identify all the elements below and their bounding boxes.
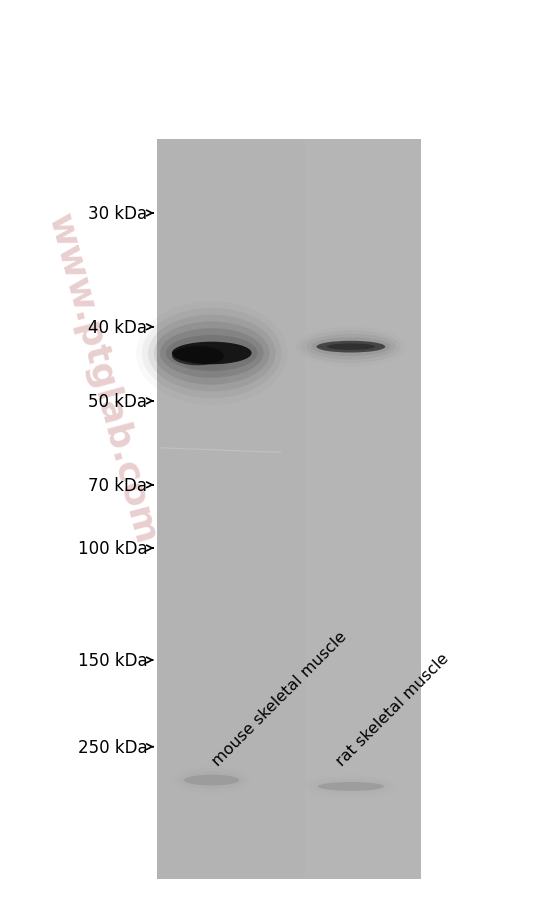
Ellipse shape	[180, 771, 243, 789]
Ellipse shape	[160, 329, 263, 379]
Text: 50 kDa: 50 kDa	[89, 392, 147, 410]
Text: 70 kDa: 70 kDa	[89, 476, 147, 494]
Text: 100 kDa: 100 kDa	[78, 539, 147, 557]
Text: 150 kDa: 150 kDa	[78, 651, 147, 669]
Ellipse shape	[154, 322, 270, 385]
Ellipse shape	[306, 335, 395, 360]
Text: 30 kDa: 30 kDa	[88, 205, 147, 223]
Text: 250 kDa: 250 kDa	[78, 738, 147, 756]
Text: rat skeletal muscle: rat skeletal muscle	[333, 650, 452, 769]
Bar	[157, 140, 421, 879]
Ellipse shape	[318, 782, 384, 791]
Ellipse shape	[172, 343, 252, 365]
Bar	[305, 140, 421, 879]
Ellipse shape	[311, 338, 390, 356]
Ellipse shape	[327, 344, 375, 351]
Ellipse shape	[313, 779, 389, 794]
Ellipse shape	[184, 775, 239, 786]
Text: 40 kDa: 40 kDa	[89, 318, 147, 336]
Ellipse shape	[172, 346, 224, 366]
Text: www.ptglab.com: www.ptglab.com	[41, 210, 162, 548]
Ellipse shape	[301, 331, 401, 364]
Ellipse shape	[166, 336, 257, 372]
Text: mouse skeletal muscle: mouse skeletal muscle	[210, 629, 349, 769]
Ellipse shape	[148, 315, 276, 391]
Ellipse shape	[317, 341, 385, 354]
